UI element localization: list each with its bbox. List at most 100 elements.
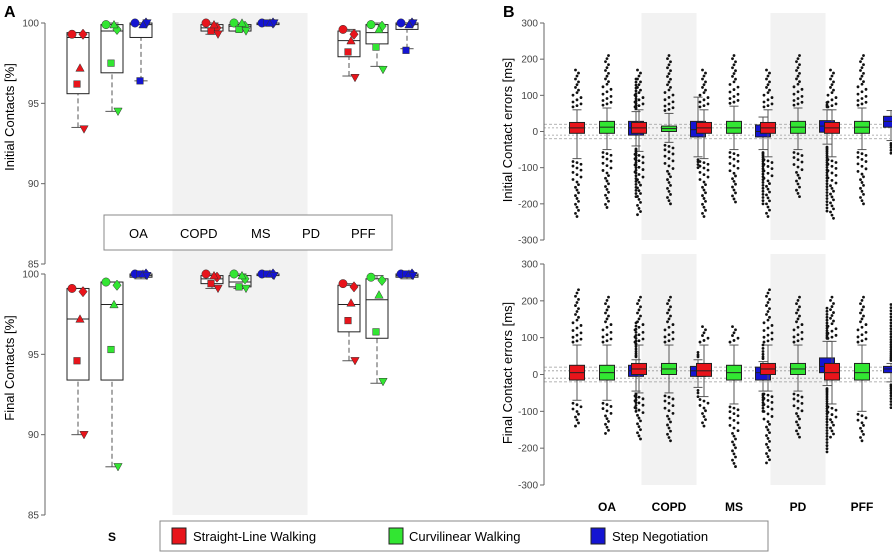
legend-swatch-slw <box>171 527 187 545</box>
outlier-dot <box>641 403 645 407</box>
outlier-dot <box>859 186 862 190</box>
outlier-dot <box>829 418 832 422</box>
legend-oa-label: OA <box>129 226 148 241</box>
outlier-dot <box>798 314 801 318</box>
outlier-dot <box>671 106 675 110</box>
outlier-dot <box>634 345 638 348</box>
outlier-dot <box>607 80 610 84</box>
outlier-dot <box>734 182 737 186</box>
outlier-dot <box>762 392 766 396</box>
outlier-dot <box>636 68 639 72</box>
outlier-dot <box>761 196 765 199</box>
outlier-dot <box>856 155 860 159</box>
outlier-dot <box>728 97 732 100</box>
cohort-marker-triangle-down <box>350 357 360 366</box>
outlier-dot <box>889 345 892 349</box>
box-cw <box>100 281 124 381</box>
outlier-dot <box>766 91 770 95</box>
outlier-dot <box>889 306 892 310</box>
outlier-dot <box>731 177 734 181</box>
outlier-dot <box>825 194 829 197</box>
outlier-dot <box>637 325 641 329</box>
outlier-dot <box>575 91 579 95</box>
outlier-dot <box>765 461 768 465</box>
outlier-dot <box>768 71 771 75</box>
outlier-dot <box>765 452 768 455</box>
outlier-dot <box>706 175 710 179</box>
outlier-dot <box>637 159 641 163</box>
outlier-dot <box>702 74 706 78</box>
outlier-dot <box>571 170 575 174</box>
outlier-dot <box>825 393 829 397</box>
outlier-dot <box>762 397 766 400</box>
outlier-dot <box>637 98 641 102</box>
outlier-dot <box>800 160 804 164</box>
outlier-dot <box>663 104 667 108</box>
outlier-dot <box>826 93 830 97</box>
outlier-dot <box>830 305 834 308</box>
outlier-dot <box>889 335 892 339</box>
outlier-dot <box>829 201 832 205</box>
outlier-dot <box>704 418 707 422</box>
outlier-dot <box>860 164 864 168</box>
outlier-dot <box>798 63 801 67</box>
outlier-dot <box>728 151 732 154</box>
y-tick-label: 300 <box>521 19 538 30</box>
outlier-dot <box>830 195 834 199</box>
outlier-dot <box>834 96 838 99</box>
outlier-dot <box>667 181 671 184</box>
outlier-dot <box>798 295 801 299</box>
outlier-dot <box>728 410 732 413</box>
outlier-dot <box>832 432 835 436</box>
outlier-dot <box>792 397 796 401</box>
outlier-dot <box>796 308 800 312</box>
outlier-dot <box>832 71 835 75</box>
outlier-dot <box>702 215 706 218</box>
cohort-marker-square <box>344 317 352 325</box>
outlier-dot <box>571 401 575 405</box>
outlier-dot <box>641 161 645 165</box>
outlier-dot <box>736 414 740 418</box>
outlier-dot <box>766 196 770 200</box>
outlier-dot <box>889 403 892 406</box>
cohort-marker-triangle-down <box>79 431 89 440</box>
outlier-dot <box>634 403 638 407</box>
outlier-dot <box>830 74 834 78</box>
outlier-dot <box>800 87 804 91</box>
outlier-dot <box>792 335 796 339</box>
outlier-dot <box>860 97 864 100</box>
outlier-dot <box>889 389 892 392</box>
outlier-dot <box>701 77 704 81</box>
outlier-dot <box>825 185 829 188</box>
outlier-dot <box>736 421 740 425</box>
outlier-dot <box>825 450 829 454</box>
outlier-dot <box>800 330 804 334</box>
cohort-marker-circle <box>67 284 77 293</box>
outlier-dot <box>796 325 800 329</box>
outlier-dot <box>795 420 798 424</box>
outlier-dot <box>667 80 671 84</box>
outlier-dot <box>762 105 766 109</box>
outlier-dot <box>571 407 575 411</box>
outlier-dot <box>637 104 641 108</box>
outlier-dot <box>704 88 707 92</box>
outlier-dot <box>604 320 607 324</box>
outlier-dot <box>825 203 829 207</box>
outlier-dot <box>637 207 641 210</box>
outlier-dot <box>609 166 613 170</box>
outlier-dot <box>770 167 774 171</box>
outlier-dot <box>575 403 579 407</box>
outlier-dot <box>830 204 834 208</box>
outlier-dot <box>798 435 801 439</box>
outlier-dot <box>889 151 892 155</box>
outlier-dot <box>826 405 830 409</box>
outlier-dot <box>859 302 862 306</box>
outlier-dot <box>766 420 770 424</box>
outlier-dot <box>575 215 579 218</box>
cohort-marker-triangle-down <box>113 463 123 472</box>
outlier-dot <box>701 86 704 89</box>
outlier-dot <box>762 403 766 406</box>
outlier-dot <box>698 164 702 168</box>
cohort-marker-triangle-up <box>75 63 85 72</box>
outlier-dot <box>605 164 609 168</box>
